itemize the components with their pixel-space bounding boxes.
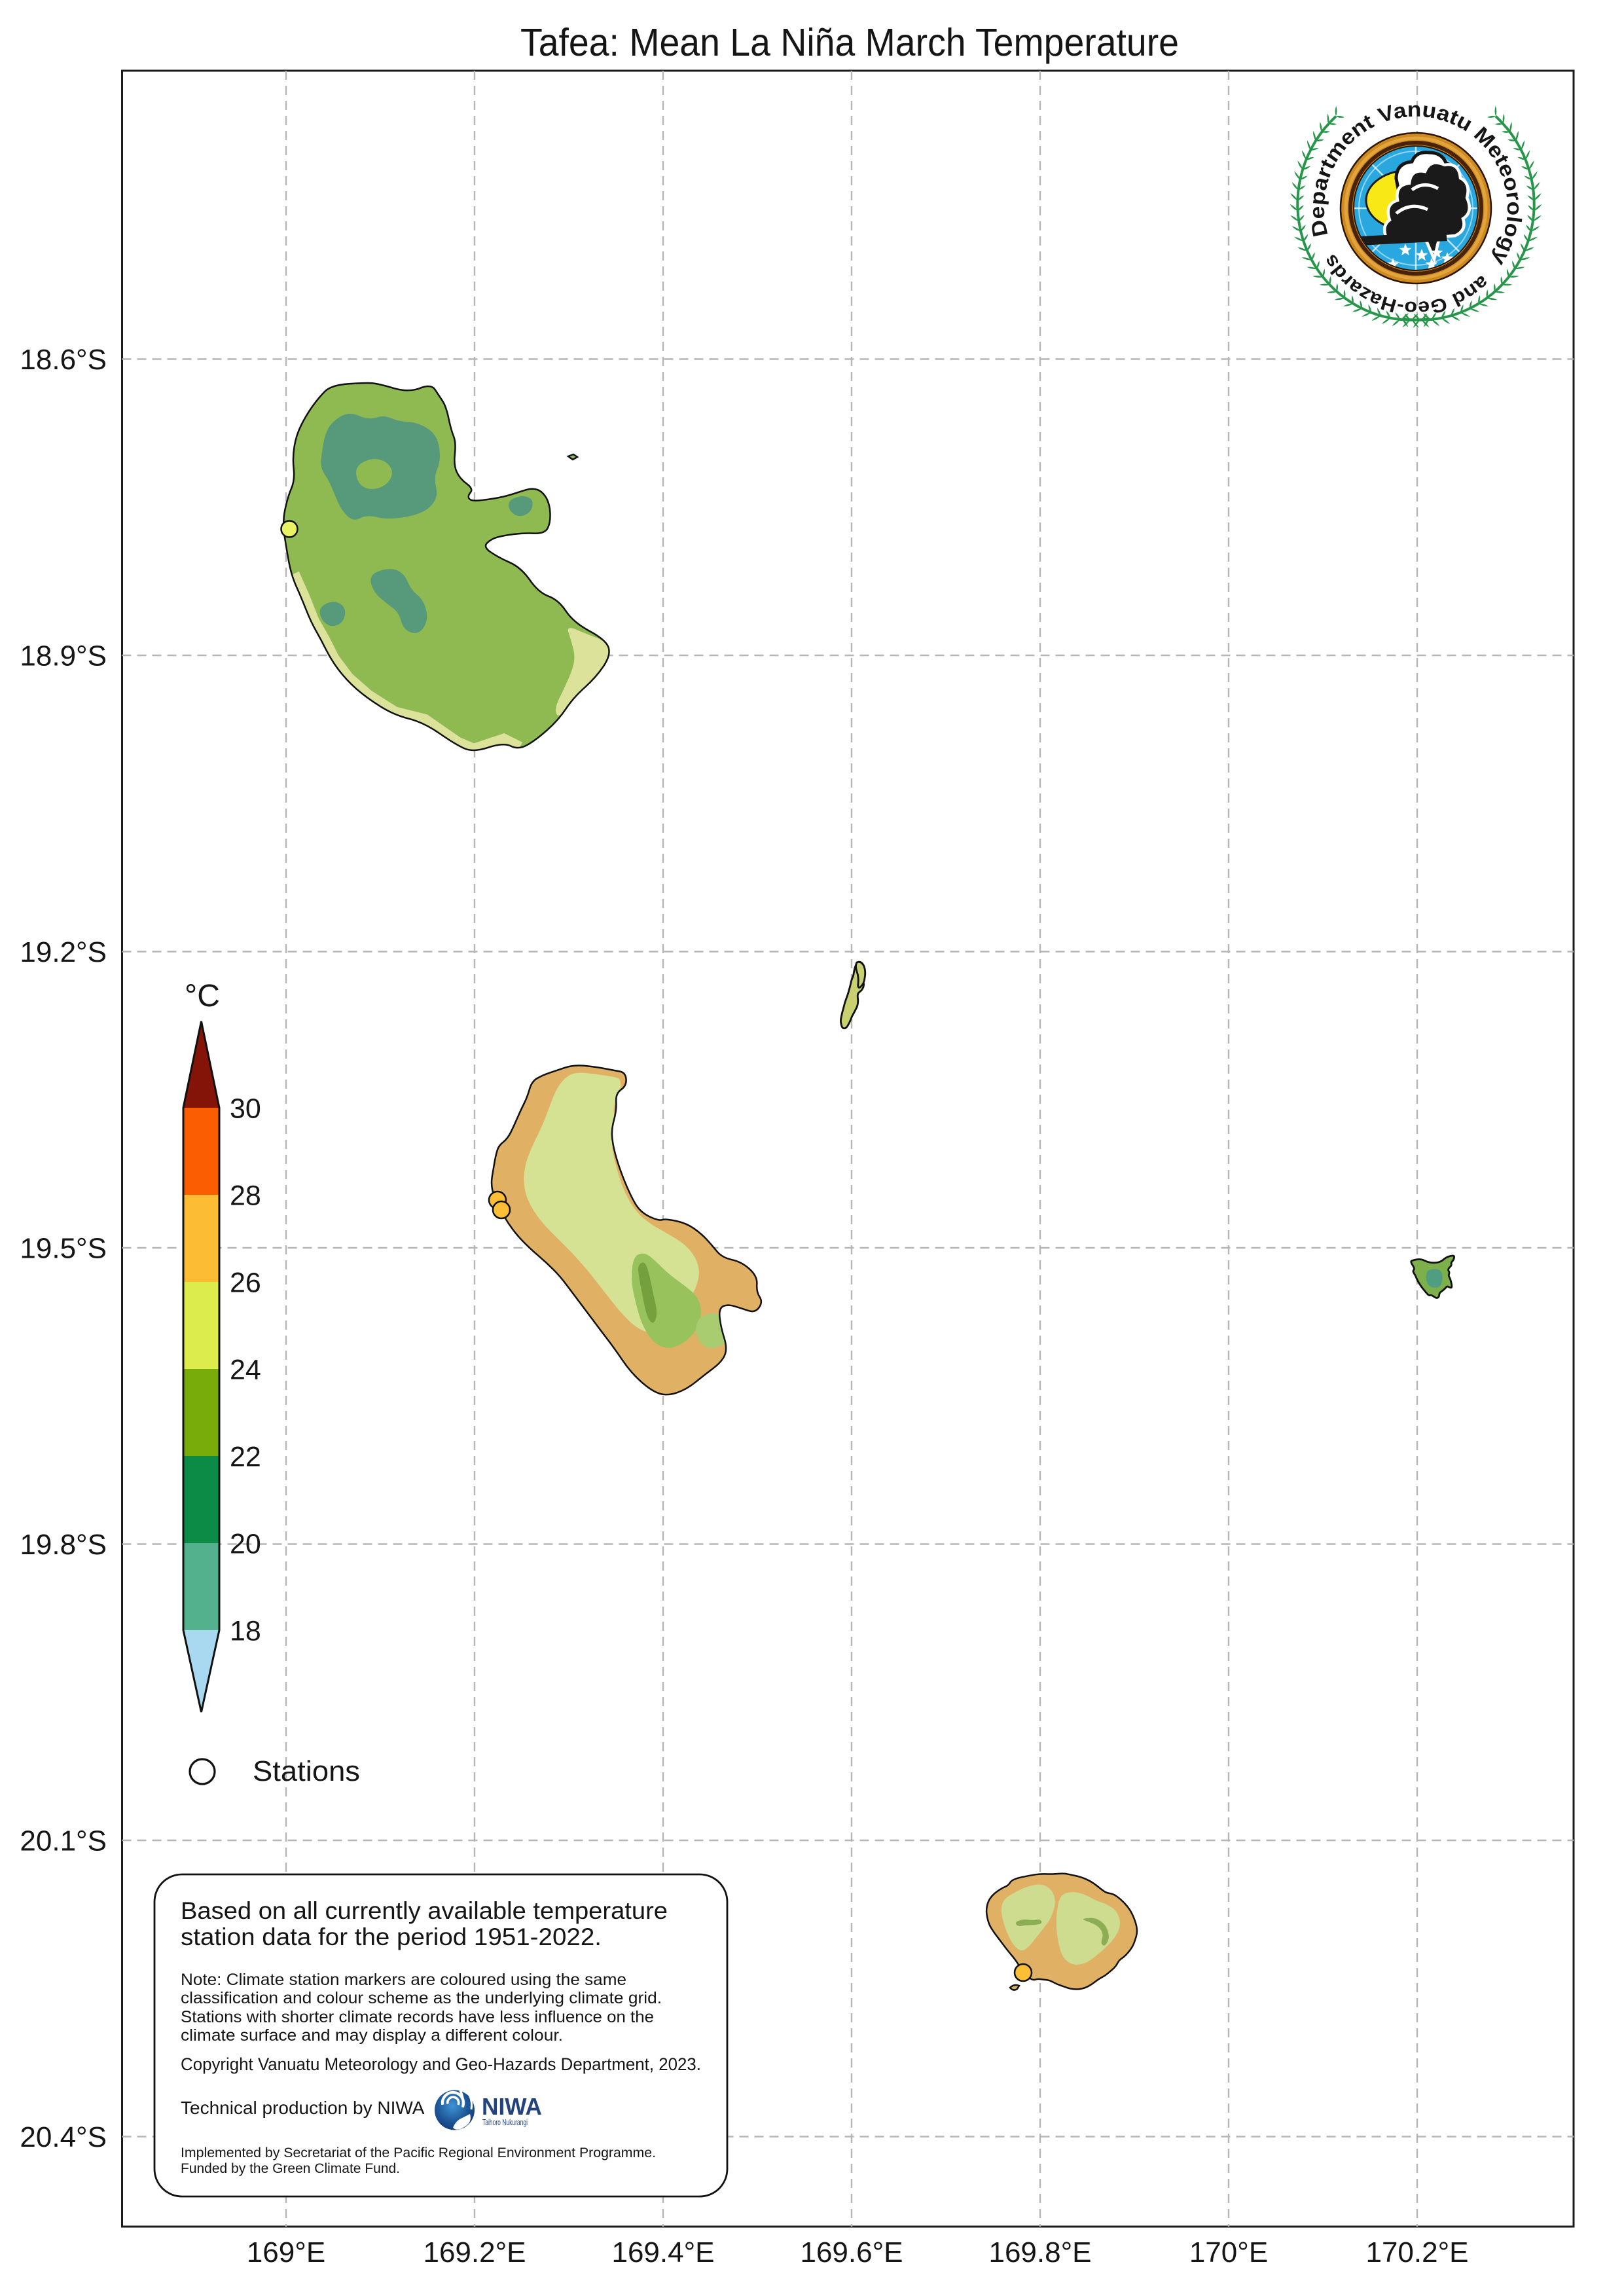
svg-text:Tafea: Mean La Niña March Temp: Tafea: Mean La Niña March Temperature [520,21,1179,64]
svg-text:Stations with shorter climate: Stations with shorter climate records ha… [181,2008,654,2026]
svg-text:26: 26 [230,1267,261,1299]
svg-text:170.2°E: 170.2°E [1365,2236,1468,2269]
svg-text:169.2°E: 169.2°E [423,2236,526,2269]
svg-text:169.8°E: 169.8°E [988,2236,1091,2269]
svg-text:Technical production by NIWA: Technical production by NIWA [181,2098,425,2118]
svg-text:Implemented by Secretariat of: Implemented by Secretariat of the Pacifi… [181,2145,656,2160]
svg-text:20: 20 [230,1529,261,1560]
svg-text:18.6°S: 18.6°S [20,344,107,376]
svg-text:30: 30 [230,1093,261,1125]
svg-text:Based on all currently availab: Based on all currently available tempera… [181,1897,668,1924]
svg-text:20.4°S: 20.4°S [20,2121,107,2153]
svg-text:NIWA: NIWA [482,2093,542,2120]
svg-text:climate surface and may displa: climate surface and may display a differ… [181,2026,563,2045]
svg-text:station data for the period 19: station data for the period 1951-2022. [181,1923,602,1950]
svg-text:169.6°E: 169.6°E [800,2236,903,2269]
svg-text:28: 28 [230,1180,261,1212]
svg-text:Copyright Vanuatu Meteorology: Copyright Vanuatu Meteorology and Geo-Ha… [181,2054,701,2074]
svg-text:169°E: 169°E [247,2236,325,2269]
svg-text:Funded by the Green Climate Fu: Funded by the Green Climate Fund. [181,2161,400,2176]
svg-text:18.9°S: 18.9°S [20,640,107,672]
svg-text:Note: Climate station markers: Note: Climate station markers are colour… [181,1971,626,1989]
svg-text:Stations: Stations [253,1755,360,1787]
svg-text:19.2°S: 19.2°S [20,936,107,968]
svg-text:22: 22 [230,1442,261,1473]
svg-text:19.5°S: 19.5°S [20,1233,107,1265]
svg-text:24: 24 [230,1355,261,1386]
svg-text:20.1°S: 20.1°S [20,1825,107,1857]
svg-text:°C: °C [185,979,220,1013]
svg-text:18: 18 [230,1616,261,1647]
svg-text:classification and colour sche: classification and colour scheme as the … [181,1989,662,2007]
svg-text:170°E: 170°E [1189,2236,1268,2269]
svg-text:Taihoro Nukurangi: Taihoro Nukurangi [482,2118,528,2127]
svg-text:169.4°E: 169.4°E [611,2236,714,2269]
svg-text:19.8°S: 19.8°S [20,1529,107,1561]
